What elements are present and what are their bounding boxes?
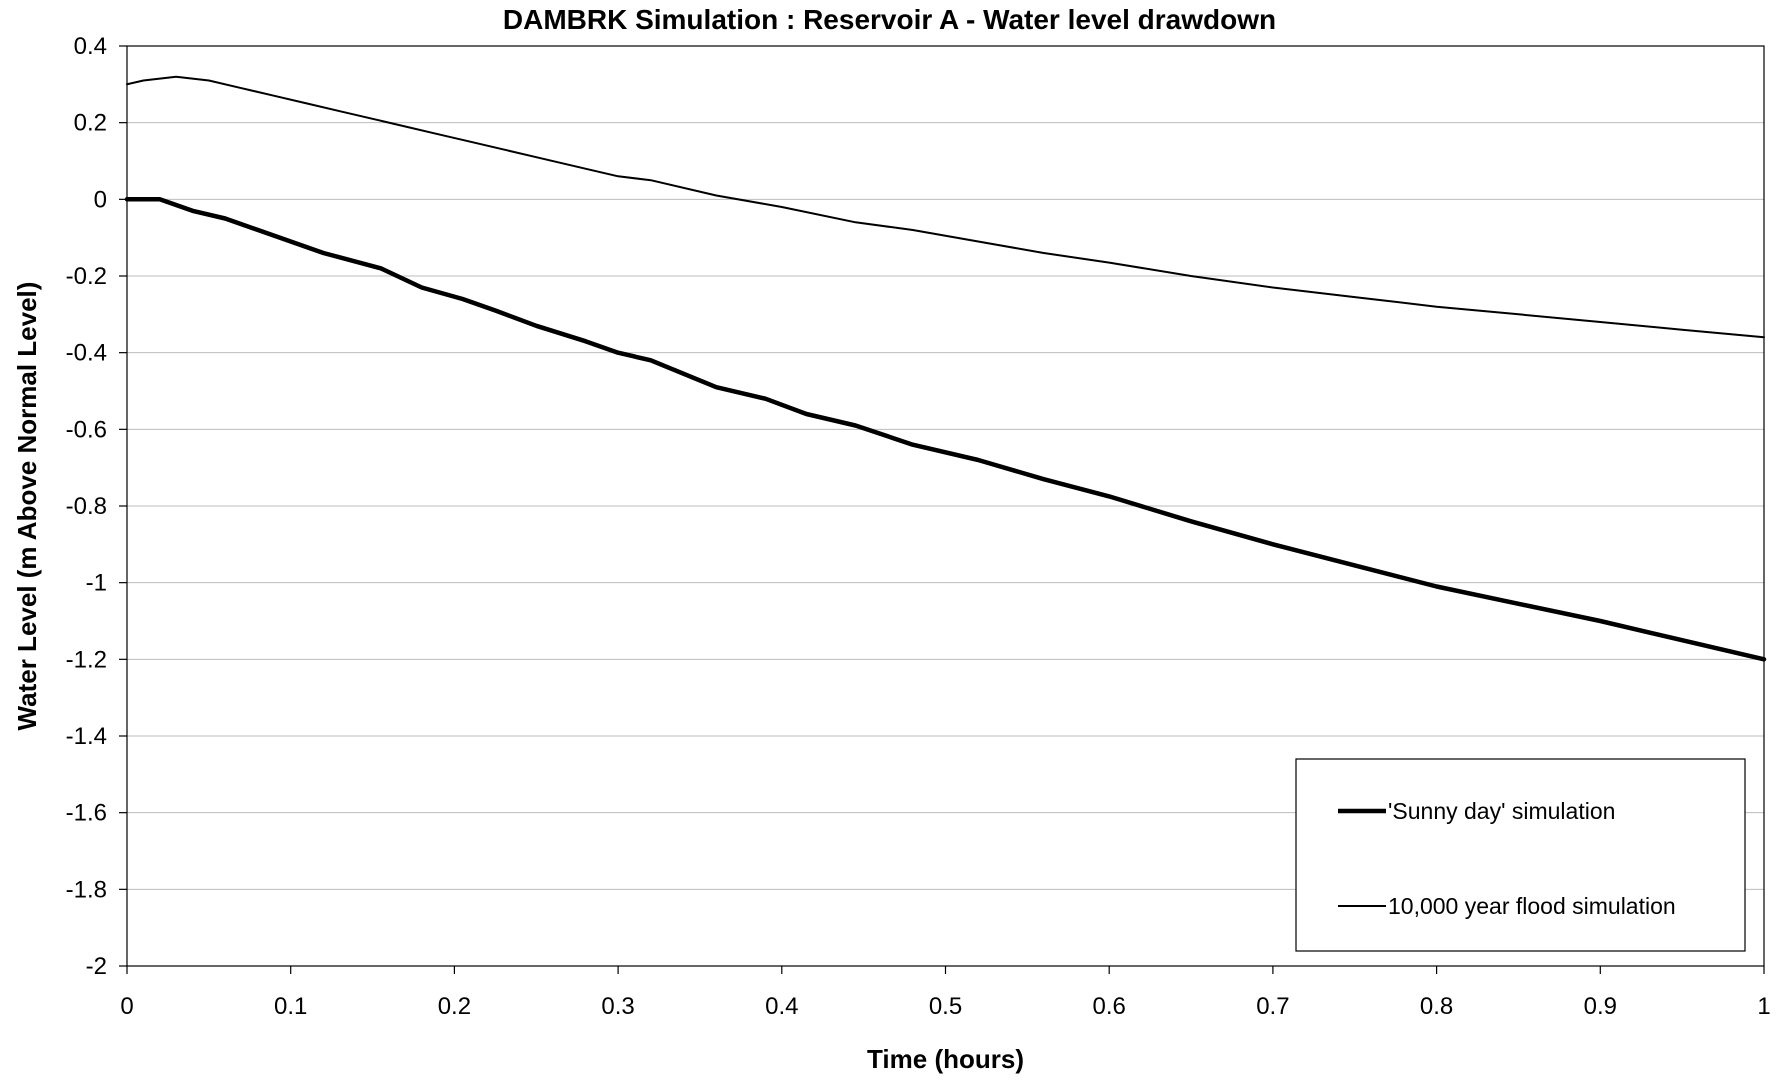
y-tick-label: -0.2 <box>66 263 107 290</box>
axis-ticks: 0.4 0.2 0 -0.2 -0.4 -0.6 -0.8 -1 -1.2 -1.4 -1.6 -1.… <box>66 33 1771 1020</box>
y-tick-label: -0.6 <box>66 416 107 443</box>
x-tick-label: 0.6 <box>1093 993 1126 1020</box>
legend-label-10000-year-flood: 10,000 year flood simulation <box>1388 893 1676 919</box>
y-tick-label: 0.4 <box>74 33 107 60</box>
series-lines <box>124 75 1767 662</box>
y-tick-label: -0.4 <box>66 340 107 367</box>
x-tick-label: 0.1 <box>274 993 307 1020</box>
y-tick-label: 0 <box>94 186 107 213</box>
y-tick-label: -1.4 <box>66 723 107 750</box>
y-tick-label: 0.2 <box>74 110 107 137</box>
y-tick-label: -1.2 <box>66 646 107 673</box>
legend-label-sunny-day: 'Sunny day' simulation <box>1388 798 1615 824</box>
x-tick-label: 0.3 <box>601 993 634 1020</box>
y-tick-label: -0.8 <box>66 493 107 520</box>
x-tick-label: 1 <box>1757 993 1770 1020</box>
x-axis-title: Time (hours) <box>867 1044 1024 1074</box>
x-tick-label: 0.4 <box>765 993 798 1020</box>
x-tick-label: 0.8 <box>1420 993 1453 1020</box>
x-tick-label: 0.7 <box>1256 993 1289 1020</box>
legend: 'Sunny day' simulation 10,000 year flood… <box>1295 758 1746 952</box>
y-tick-label: -2 <box>86 953 107 980</box>
x-tick-label: 0.9 <box>1584 993 1617 1020</box>
series-line-1 <box>126 75 1765 339</box>
chart-title: DAMBRK Simulation : Reservoir A - Water … <box>502 4 1277 35</box>
y-axis-title: Water Level (m Above Normal Level) <box>12 282 42 731</box>
y-tick-label: -1.8 <box>66 876 107 903</box>
x-tick-label: 0.5 <box>929 993 962 1020</box>
legend-box <box>1295 758 1746 952</box>
y-tick-label: -1.6 <box>66 800 107 827</box>
x-tick-label: 0.2 <box>438 993 471 1020</box>
y-tick-label: -1 <box>86 570 107 597</box>
series-line-0 <box>124 197 1767 662</box>
x-tick-label: 0 <box>120 993 133 1020</box>
